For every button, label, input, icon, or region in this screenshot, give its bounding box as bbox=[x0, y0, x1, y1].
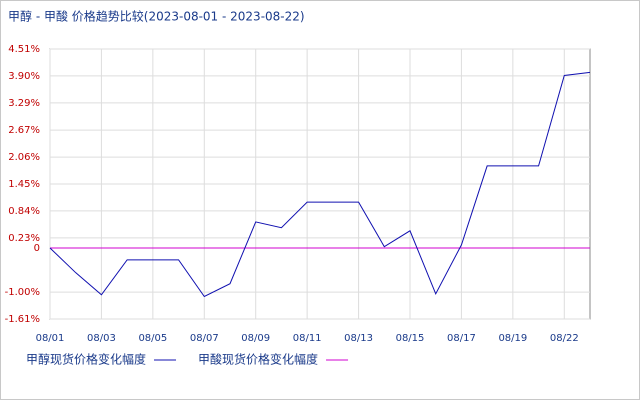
x-tick-label: 08/13 bbox=[344, 333, 373, 344]
x-tick-label: 08/22 bbox=[550, 333, 579, 344]
x-tick-label: 08/19 bbox=[498, 333, 527, 344]
x-tick-label: 08/03 bbox=[87, 333, 116, 344]
y-tick-label: 3.29% bbox=[8, 98, 40, 109]
x-tick-label: 08/17 bbox=[447, 333, 476, 344]
y-tick-label: -1.61% bbox=[5, 314, 40, 325]
x-tick-label: 08/05 bbox=[138, 333, 167, 344]
chart-title: 甲醇 - 甲酸 价格趋势比较(2023-08-01 - 2023-08-22) bbox=[8, 9, 305, 24]
y-tick-label: 2.06% bbox=[8, 152, 40, 163]
y-tick-label: 3.90% bbox=[8, 71, 40, 82]
x-tick-label: 08/09 bbox=[241, 333, 270, 344]
x-tick-label: 08/11 bbox=[293, 333, 322, 344]
legend-label: 甲醇现货价格变化幅度 bbox=[26, 352, 146, 367]
series-line bbox=[49, 71, 591, 298]
x-tick-label: 08/01 bbox=[36, 333, 65, 344]
x-tick-label: 08/07 bbox=[190, 333, 219, 344]
y-tick-label: 1.45% bbox=[8, 179, 40, 190]
x-tick-label: 08/15 bbox=[396, 333, 425, 344]
y-tick-label: 2.67% bbox=[8, 125, 40, 136]
y-tick-label: 0 bbox=[34, 243, 40, 254]
y-tick-label: -1.00% bbox=[5, 287, 40, 298]
legend-label: 甲酸现货价格变化幅度 bbox=[198, 352, 318, 367]
y-tick-label: 0.84% bbox=[8, 206, 40, 217]
y-tick-label: 0.23% bbox=[8, 233, 40, 244]
y-tick-label: 4.51% bbox=[8, 44, 40, 55]
